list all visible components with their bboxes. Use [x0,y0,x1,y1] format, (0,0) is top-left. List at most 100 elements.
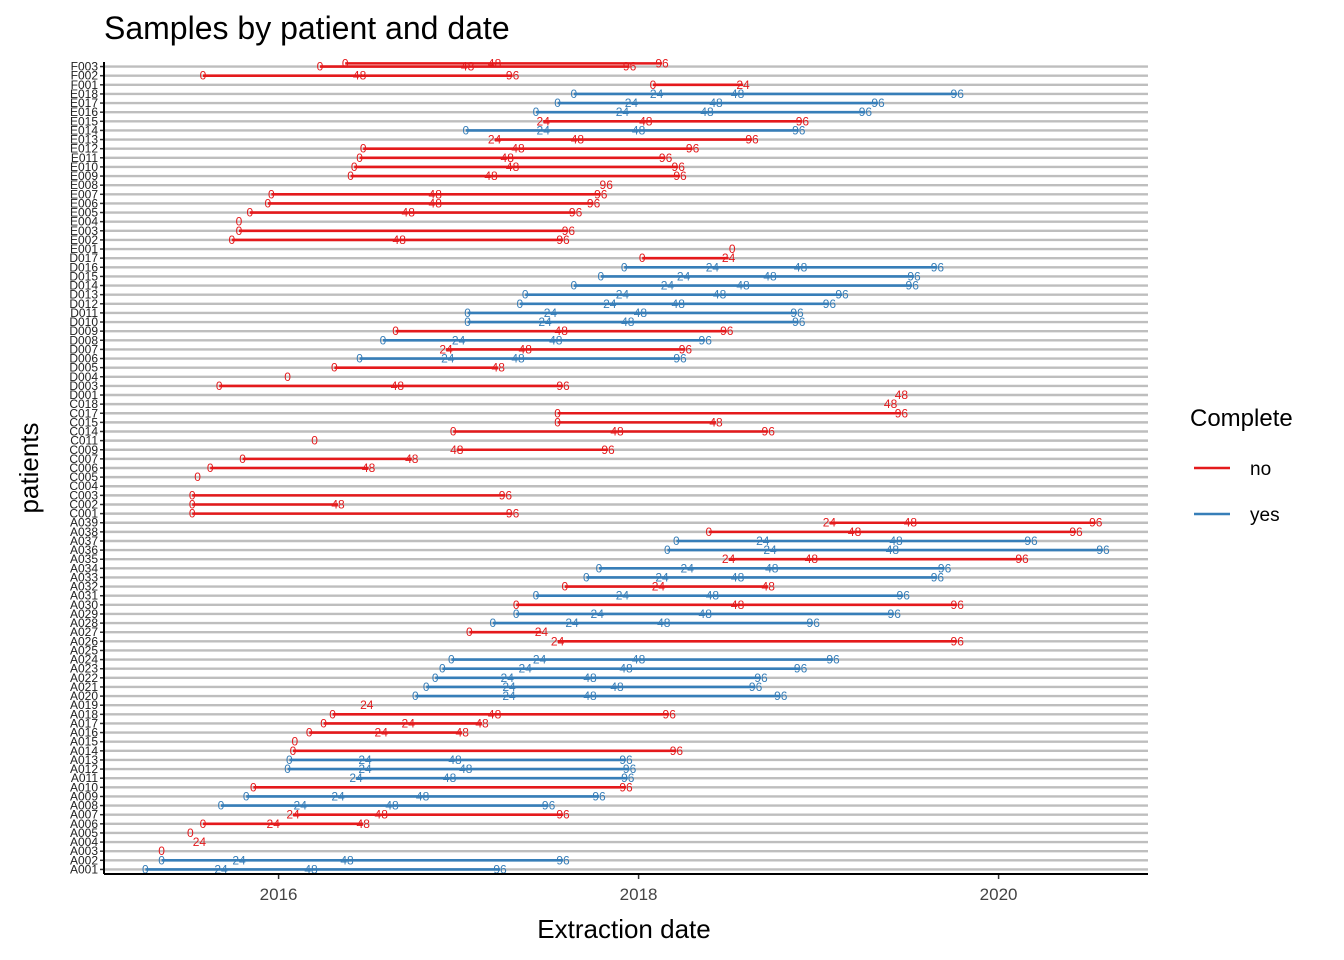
point-label: 48 [331,497,345,511]
point-label: 48 [353,69,367,83]
point-label: 96 [931,570,945,584]
point-label: 48 [639,114,653,128]
point-label: 96 [1015,552,1029,566]
point-label: 0 [246,206,253,220]
point-label: 24 [603,297,617,311]
point-label: 0 [513,598,520,612]
y-tick-label: A008 [70,799,98,813]
point-label: 48 [484,169,498,183]
y-tick-label: E006 [70,196,98,210]
y-tick-label: A016 [70,726,98,740]
point-label: 96 [619,753,633,767]
y-tick-label: E001 [70,242,98,256]
y-tick-label: C017 [69,406,98,420]
point-label: 96 [1096,543,1110,557]
point-label: 24 [681,561,695,575]
point-label: 96 [587,196,601,210]
point-label: 0 [200,69,207,83]
x-axis-title: Extraction date [537,914,710,944]
point-label: 48 [672,297,686,311]
point-label: 0 [218,799,225,813]
point-label: 0 [216,379,223,393]
point-label: 0 [243,789,250,803]
y-tick-label: D014 [69,279,98,293]
y-tick-label: E015 [70,114,98,128]
point-label: 96 [792,315,806,329]
point-label: 24 [402,716,416,730]
point-label: 0 [311,434,318,448]
point-label: 24 [331,789,345,803]
point-label: 24 [616,288,630,302]
point-label: 24 [625,96,639,110]
point-label: 24 [452,333,466,347]
y-tick-label: D007 [69,342,98,356]
point-label: 24 [533,653,547,667]
point-label: 0 [705,525,712,539]
y-tick-label: E012 [70,142,98,156]
y-tick-label: E004 [70,215,98,229]
point-label: 0 [533,105,540,119]
point-label: 96 [663,707,677,721]
y-tick-label: A034 [70,561,98,575]
y-axis-title: patients [14,422,44,513]
point-label: 48 [429,187,443,201]
point-label: 0 [673,534,680,548]
point-label: 96 [621,771,635,785]
point-label: 96 [1089,516,1103,530]
y-tick-label: A002 [70,853,98,867]
point-label: 48 [416,789,430,803]
point-label: 96 [826,653,840,667]
point-label: 96 [897,589,911,603]
point-label: 0 [228,233,235,247]
point-label: 96 [556,233,570,247]
point-label: 48 [402,206,416,220]
y-tick-label: E018 [70,87,98,101]
y-tick-label: A029 [70,607,98,621]
y-tick-label: A039 [70,516,98,530]
point-label: 24 [519,662,533,676]
point-label: 0 [342,56,349,70]
point-label: 48 [448,753,462,767]
y-tick-label: A025 [70,643,98,657]
point-label: 0 [189,488,196,502]
point-label: 96 [938,561,952,575]
point-label: 0 [516,297,523,311]
point-label: 48 [340,853,354,867]
point-label: 48 [848,525,862,539]
point-label: 0 [448,653,455,667]
point-label: 96 [794,662,808,676]
point-label: 24 [501,671,515,685]
point-label: 0 [329,707,336,721]
point-label: 0 [464,315,471,329]
point-label: 48 [519,342,533,356]
point-label: 24 [722,251,736,265]
point-label: 48 [794,260,808,274]
point-label: 96 [562,224,576,238]
point-label: 48 [731,87,745,101]
point-label: 96 [792,123,806,137]
y-tick-label: D008 [69,333,98,347]
point-label: 48 [488,707,502,721]
point-label: 48 [393,233,407,247]
point-label: 24 [652,580,666,594]
x-tick-label: 2016 [260,885,298,904]
point-label: 48 [736,279,750,293]
point-label: 0 [351,160,358,174]
y-tick-label: A009 [70,789,98,803]
point-label: 24 [537,123,551,137]
legend-label-yes: yes [1250,505,1280,526]
point-label: 0 [450,425,457,439]
point-label: 48 [555,324,569,338]
point-label: 24 [655,570,669,584]
point-label: 96 [888,607,902,621]
point-label: 48 [731,570,745,584]
point-label: 48 [304,862,318,876]
point-label: 96 [931,260,945,274]
y-tick-label: A033 [70,570,98,584]
point-label: 48 [886,543,900,557]
point-label: 48 [889,534,903,548]
point-label: 24 [661,279,675,293]
legend-label-no: no [1250,459,1271,480]
point-label: 96 [835,288,849,302]
